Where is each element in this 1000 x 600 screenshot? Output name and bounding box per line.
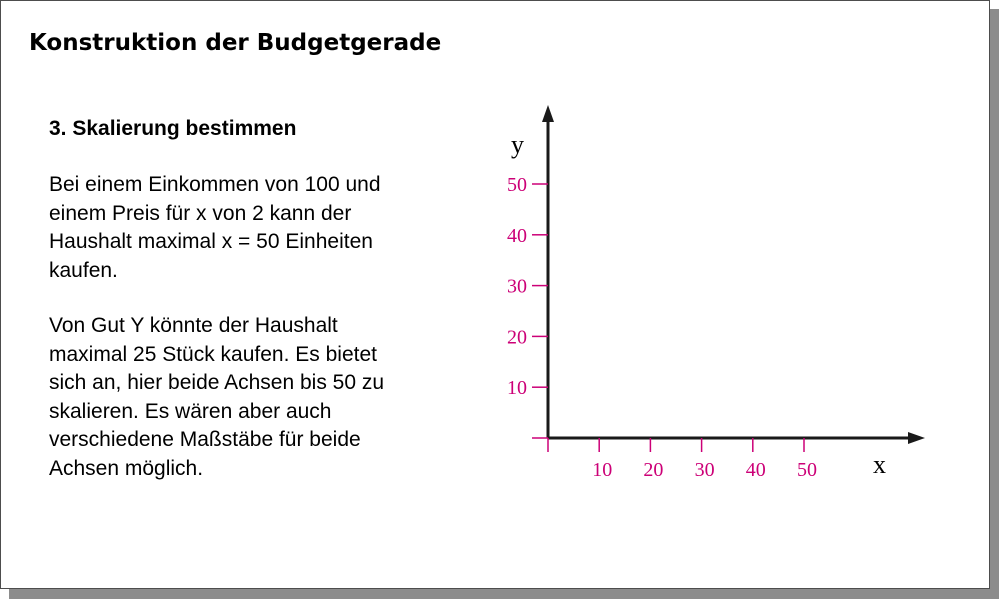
paragraph-income: Bei einem Einkommen von 100 und einem Pr… — [49, 171, 381, 285]
x-tick-label-40: 40 — [746, 459, 766, 481]
x-axis-ticks: 10 20 30 40 50 — [592, 438, 817, 481]
y-tick-label-20: 20 — [507, 326, 527, 348]
text-line: Bei einem Einkommen von 100 und — [49, 173, 381, 196]
x-axis — [548, 432, 925, 444]
x-tick-label-50: 50 — [797, 459, 817, 481]
text-line: sich an, hier beide Achsen bis 50 zu — [49, 371, 385, 394]
y-axis-arrowhead — [542, 105, 554, 122]
page-title: Konstruktion der Budgetgerade — [29, 30, 442, 56]
x-tick-label-10: 10 — [592, 459, 612, 481]
x-tick-label-30: 30 — [695, 459, 715, 481]
y-axis — [542, 105, 554, 438]
slide-card — [0, 0, 990, 589]
text-line: skalieren. Es wären aber auch — [49, 399, 332, 423]
step-heading: 3. Skalierung bestimmen — [49, 117, 297, 140]
text-line: einem Preis für x von 2 kann der — [49, 201, 352, 225]
x-tick-label-20: 20 — [643, 459, 663, 481]
x-axis-arrowhead — [908, 432, 925, 444]
text-line: kaufen. — [49, 258, 118, 282]
text-line: Achsen möglich. — [49, 456, 204, 480]
y-axis-ticks: 10 20 30 40 50 — [507, 174, 548, 399]
y-tick-label-10: 10 — [507, 377, 527, 399]
paragraph-scaling: Von Gut Y könnte der Haushalt maximal 25… — [49, 312, 384, 483]
y-tick-label-50: 50 — [507, 174, 527, 196]
x-axis-label: x — [873, 450, 886, 479]
y-tick-label-30: 30 — [507, 276, 527, 298]
text-line: verschiedene Maßstäbe für beide — [49, 428, 361, 451]
text-line: maximal 25 Stück kaufen. Es bietet — [49, 342, 377, 366]
y-tick-label-40: 40 — [507, 225, 527, 247]
text-line: Von Gut Y könnte der Haushalt — [49, 314, 338, 337]
text-line: Haushalt maximal x = 50 Einheiten — [49, 230, 373, 253]
y-axis-label: y — [511, 130, 524, 159]
